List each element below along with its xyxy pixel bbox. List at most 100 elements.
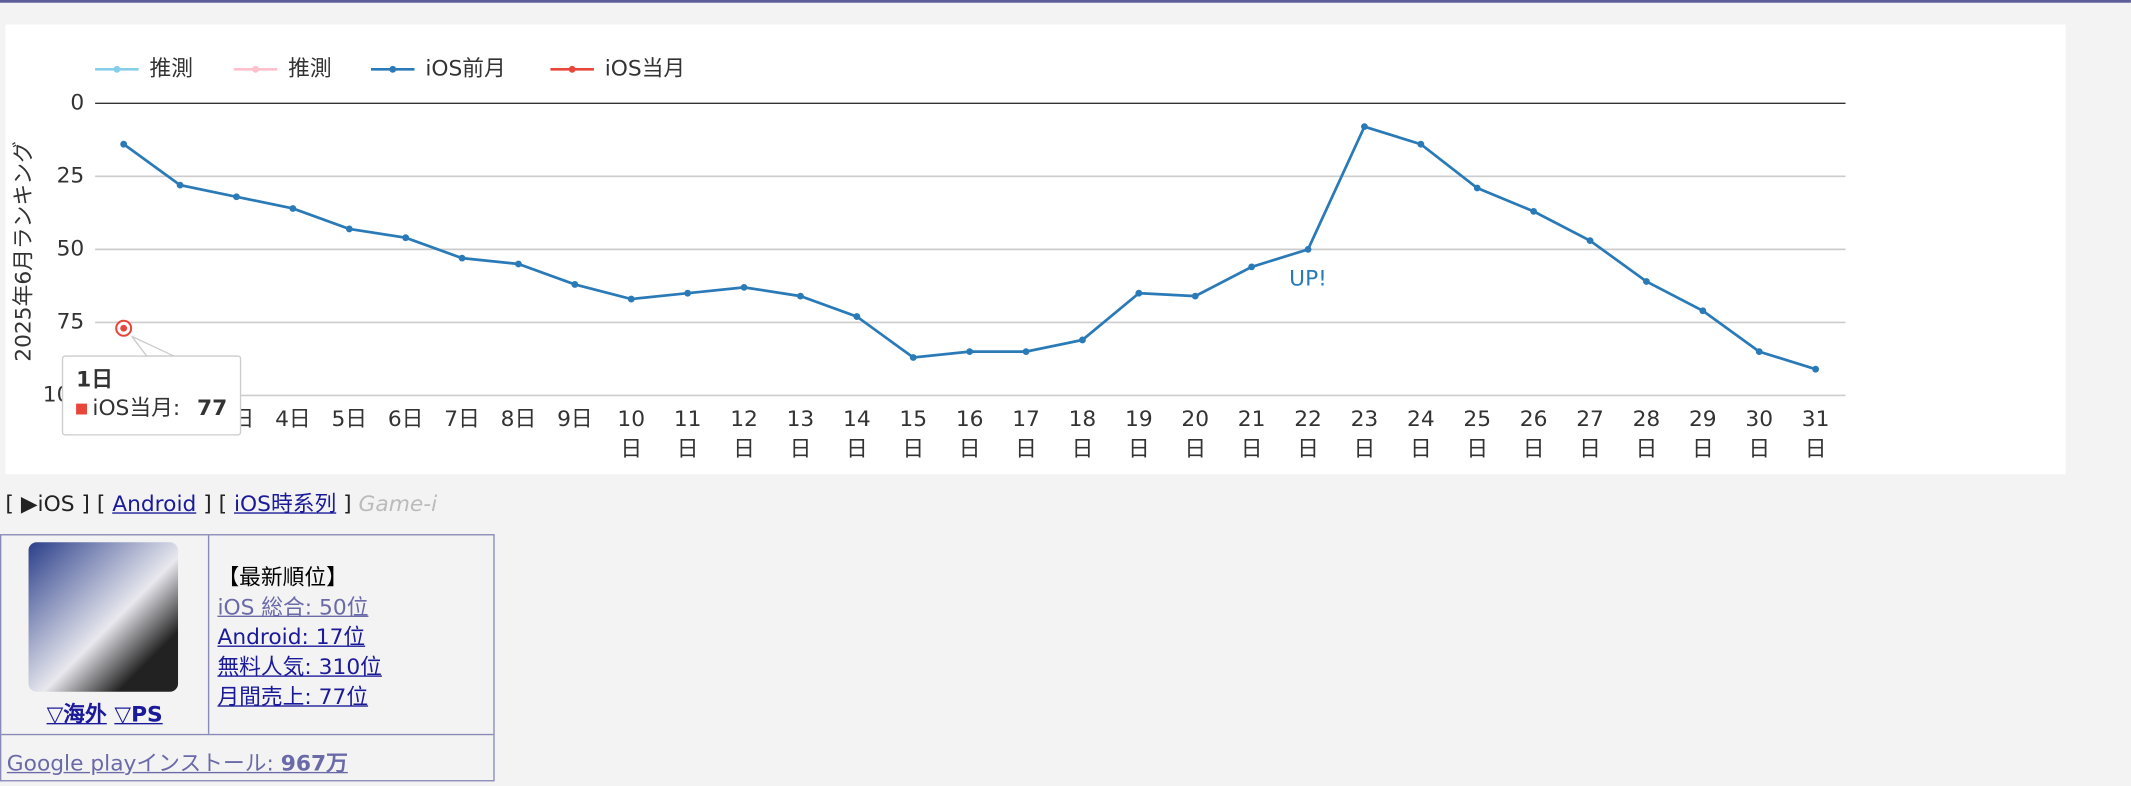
- x-tick-part: 26: [1520, 407, 1548, 432]
- point: [627, 295, 635, 303]
- x-tick-label: 27 日: [1576, 407, 1604, 462]
- point: [1079, 336, 1086, 344]
- x-tick-part: 日: [1523, 437, 1545, 462]
- x-tick-label: 30 日: [1745, 407, 1773, 462]
- x-tick-part: 日: [1805, 437, 1827, 462]
- x-tick-part: 27: [1576, 407, 1604, 432]
- brand: Game-i: [358, 490, 438, 517]
- x-tick-part: 日: [1297, 437, 1319, 462]
- y-tick-label: 0: [70, 90, 84, 115]
- tooltip: [61, 355, 242, 436]
- rank-link[interactable]: Android: 17位: [217, 623, 366, 650]
- legend-dot: [252, 65, 259, 73]
- x-tick-part: 日: [846, 437, 868, 462]
- x-tick-part: 21: [1238, 407, 1266, 432]
- point: [1699, 307, 1707, 315]
- x-tick-part: 日: [1410, 437, 1432, 462]
- x-tick-label: 16 日: [956, 407, 984, 462]
- legend-label: iOS前月: [425, 56, 505, 81]
- x-tick-part: 15: [899, 407, 927, 432]
- x-tick-part: 19: [1125, 407, 1153, 432]
- top-bar: [0, 0, 2131, 3]
- point: [233, 193, 240, 201]
- point: [120, 324, 128, 332]
- app-icon: [28, 542, 179, 692]
- x-tick-part: 日: [1241, 437, 1263, 462]
- y-tick-label: 25: [57, 163, 85, 188]
- x-tick-part: 日: [790, 437, 812, 462]
- tooltip-swatch: [76, 403, 87, 415]
- x-tick-part: 28: [1633, 407, 1661, 432]
- x-tick-label: 26 日: [1520, 407, 1548, 462]
- legend-label: 推測: [149, 56, 192, 81]
- legend-dot: [389, 65, 397, 73]
- point: [1191, 292, 1199, 300]
- x-tick-label: 20 日: [1181, 407, 1209, 462]
- x-tick-label: 15 日: [899, 407, 927, 462]
- link[interactable]: ▽海外: [46, 701, 107, 728]
- x-tick-part: 日: [1748, 437, 1770, 462]
- x-tick-label: 22 日: [1294, 407, 1322, 462]
- point: [289, 205, 297, 212]
- x-tick-label: 21 日: [1238, 407, 1266, 462]
- x-tick-part: 日: [677, 437, 699, 462]
- tooltip-title: 1日: [76, 368, 113, 393]
- x-tick-label: 11 日: [674, 407, 702, 462]
- x-tick-label: 7日: [444, 407, 480, 432]
- x-tick-label: 12 日: [730, 407, 758, 462]
- x-tick-part: 日: [1184, 437, 1206, 462]
- point: [571, 281, 579, 288]
- x-tick-label: 13 日: [787, 407, 815, 462]
- point: [176, 181, 184, 189]
- link[interactable]: ▽PS: [114, 701, 163, 728]
- point: [853, 313, 861, 320]
- x-tick-part: 29: [1689, 407, 1717, 432]
- rank-link[interactable]: 月間売上: 77位: [217, 683, 369, 710]
- point: [402, 234, 410, 242]
- tooltip-label: iOS当月:: [92, 396, 180, 421]
- x-tick-part: 23: [1351, 407, 1379, 432]
- nav-link[interactable]: Android: [112, 490, 197, 517]
- nav-link[interactable]: iOS時系列: [234, 490, 337, 517]
- x-tick-label: 6日: [388, 407, 424, 432]
- x-tick-label: 18 日: [1069, 407, 1097, 462]
- series-line: [122, 125, 1817, 371]
- point: [1755, 348, 1763, 356]
- x-tick-part: 17: [1012, 407, 1040, 432]
- x-tick-part: 日: [1128, 437, 1150, 462]
- x-tick-label: 19 日: [1125, 407, 1153, 462]
- x-tick-label: 8日: [501, 407, 537, 432]
- install-value: 967万: [280, 750, 348, 776]
- point: [1361, 123, 1368, 131]
- x-tick-part: 13: [787, 407, 815, 432]
- x-tick-part: 25: [1463, 407, 1491, 432]
- x-tick-part: 12: [730, 407, 758, 432]
- x-tick-label: 14 日: [843, 407, 871, 462]
- legend-dot: [568, 65, 576, 73]
- x-tick-part: 31: [1802, 407, 1830, 432]
- x-tick-part: 日: [1579, 437, 1601, 462]
- x-tick-label: 23 日: [1351, 407, 1379, 462]
- x-tick-label: 10 日: [617, 407, 645, 462]
- chart: 2025年6月ランキング 02550751001日2日3日4日5日6日7日8日9…: [11, 56, 1846, 462]
- x-tick-label: 9日: [557, 407, 593, 432]
- heading: 【最新順位】: [217, 563, 348, 590]
- x-tick-label: 28 日: [1633, 407, 1661, 462]
- point: [909, 354, 917, 361]
- point: [1530, 207, 1538, 215]
- y-tick-label: 50: [57, 236, 85, 261]
- x-tick-part: 日: [620, 437, 642, 462]
- install-link[interactable]: Google playインストール: 967万: [7, 750, 348, 776]
- rank-link[interactable]: iOS 総合: 50位: [217, 593, 369, 620]
- nav-current: ▶iOS: [20, 490, 75, 517]
- point: [1135, 289, 1143, 297]
- x-tick-part: 日: [902, 437, 924, 462]
- y-tick-label: 75: [57, 309, 85, 334]
- x-tick-part: 日: [1072, 437, 1094, 462]
- rank-link[interactable]: 無料人気: 310位: [217, 653, 382, 680]
- x-tick-part: 11: [674, 407, 702, 432]
- app-card: ▽海外 ▽PS 【最新順位】 iOS 総合: 50位 Android: 17位 …: [0, 534, 495, 782]
- x-tick-label: 17 日: [1012, 407, 1040, 462]
- x-tick-label: 29 日: [1689, 407, 1717, 462]
